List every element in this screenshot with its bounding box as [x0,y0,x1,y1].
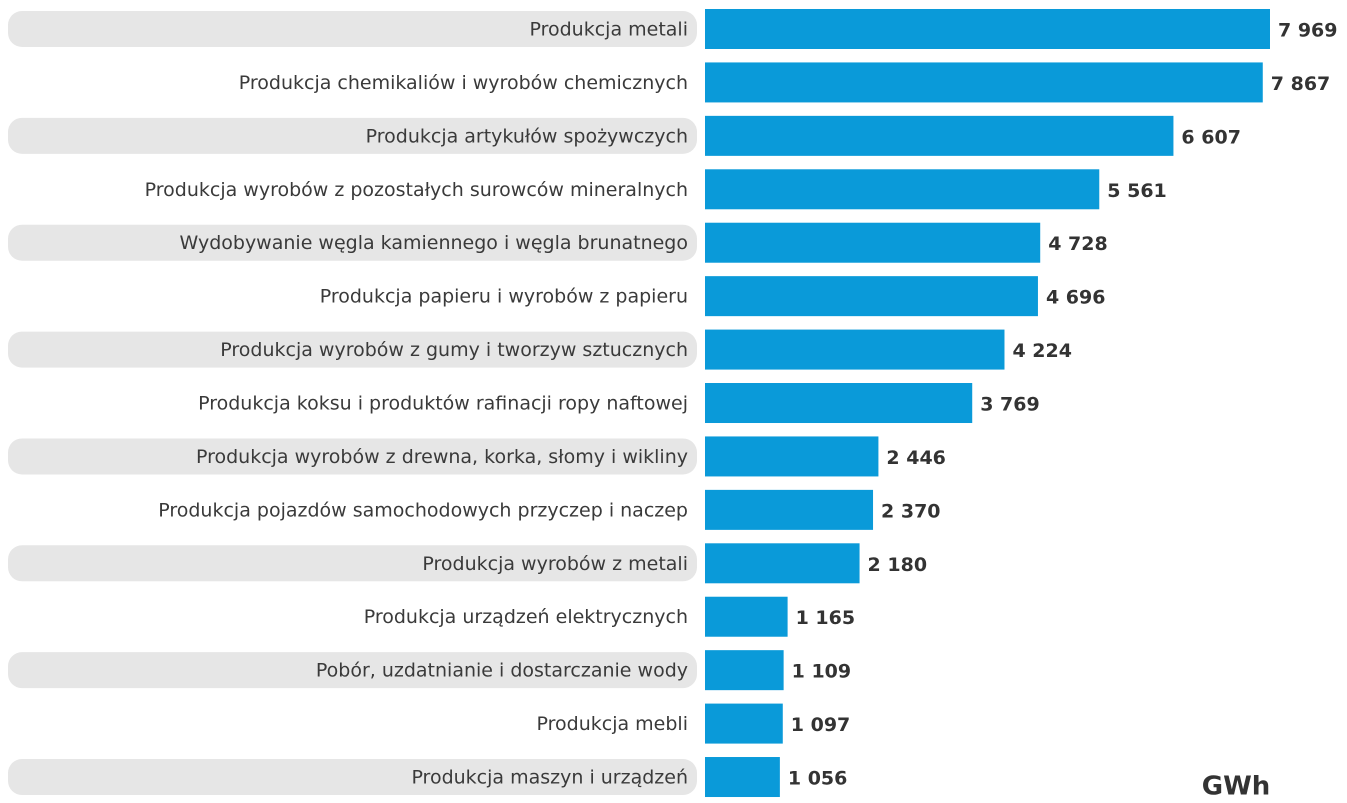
row-band [8,545,697,582]
bar [705,436,879,477]
bar [705,703,783,744]
bar [705,276,1038,317]
value-label: 3 769 [980,394,1040,416]
bar [705,9,1270,49]
value-label: 5 561 [1107,180,1167,202]
category-label: Produkcja wyrobów z metali [422,553,688,575]
category-label: Produkcja wyrobów z pozostałych surowców… [145,179,688,201]
category-label: Produkcja pojazdów samochodowych przycze… [158,499,688,521]
bar [705,62,1263,103]
category-label: Produkcja urządzeń elektrycznych [364,606,688,628]
bar [705,383,973,424]
category-label: Produkcja papieru i wyrobów z papieru [320,286,688,308]
category-label: Produkcja maszyn i urządzeń [411,767,688,789]
row-band [8,331,697,368]
bar [705,222,1041,263]
category-label: Pobór, uzdatnianie i dostarczanie wody [316,660,688,682]
value-label: 2 370 [881,500,941,522]
bar [705,489,874,530]
bar [705,169,1100,210]
category-label: Produkcja mebli [537,713,688,735]
bar [705,543,860,584]
category-label: Produkcja chemikaliów i wyrobów chemiczn… [239,72,688,94]
category-label: Produkcja koksu i produktów rafinacji ro… [198,393,688,415]
value-label: 4 696 [1046,287,1106,309]
row-band [8,11,697,47]
unit-label: GWh [1202,772,1271,802]
category-label: Produkcja metali [529,19,688,41]
value-label: 7 867 [1271,73,1331,95]
category-label: Produkcja wyrobów z gumy i tworzyw sztuc… [220,339,688,361]
row-band [8,117,697,154]
value-label: 2 180 [868,554,928,576]
value-label: 4 728 [1048,233,1108,255]
bar [705,115,1174,156]
value-label: 1 056 [788,768,848,790]
value-label: 6 607 [1181,126,1241,148]
value-label: 2 446 [886,447,946,469]
bar [705,596,788,637]
value-label: 1 097 [791,714,851,736]
row-band [8,224,697,261]
category-label: Produkcja artykułów spożywczych [366,125,688,147]
value-label: 7 969 [1278,20,1338,42]
value-label: 1 109 [792,661,852,683]
value-label: 4 224 [1012,340,1072,362]
bar [705,650,784,691]
row-band [8,652,697,689]
value-label: 1 165 [796,607,856,629]
category-label: Wydobywanie węgla kamiennego i węgla bru… [180,232,689,254]
bar [705,329,1005,370]
row-band [8,438,697,475]
row-band [8,759,697,796]
bar [705,757,780,798]
category-label: Produkcja wyrobów z drewna, korka, słomy… [196,446,688,468]
